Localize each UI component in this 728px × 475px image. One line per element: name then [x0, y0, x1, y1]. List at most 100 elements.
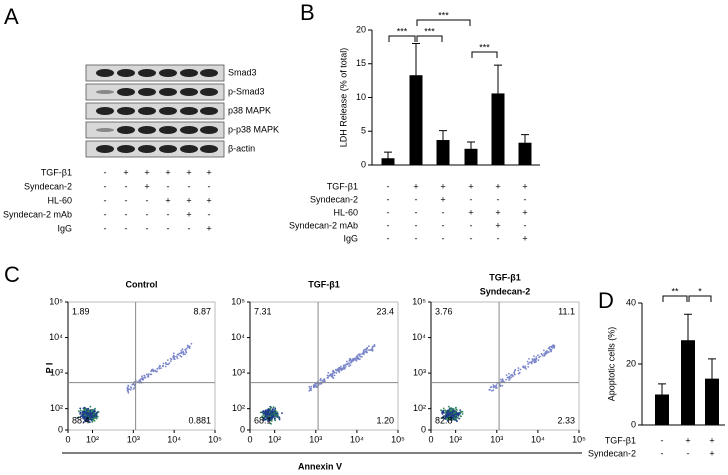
condition-sign: -: [415, 220, 418, 230]
condition-sign: -: [125, 181, 128, 191]
event-dot: [355, 356, 358, 358]
event-dot: [308, 389, 311, 392]
condition-sign: +: [495, 220, 500, 230]
y-tick-label: 20: [626, 358, 636, 368]
blot-band: [180, 126, 198, 134]
plot-title: Control: [126, 279, 158, 289]
event-dot: [89, 413, 92, 415]
event-dot: [88, 416, 90, 419]
event-dot: [186, 344, 189, 347]
event-dot: [273, 414, 276, 417]
event-dot: [172, 352, 175, 355]
x-tick-label: 10²: [268, 434, 281, 444]
event-dot: [448, 409, 451, 411]
y-tick-label: 10⁵: [49, 296, 63, 306]
x-tick-label: 10⁵: [391, 434, 405, 444]
event-dot: [492, 389, 495, 392]
event-dot: [455, 419, 457, 421]
y-tick-label: 40: [626, 297, 636, 307]
event-dot: [446, 410, 449, 413]
event-dot: [500, 378, 502, 381]
event-dot: [140, 377, 143, 380]
event-dot: [345, 360, 348, 363]
event-dot: [545, 352, 547, 355]
event-dot: [162, 362, 165, 365]
event-dot: [164, 365, 167, 368]
condition-label: TGF-β1: [327, 181, 358, 191]
event-dot: [158, 366, 160, 369]
event-dot: [159, 365, 162, 367]
event-dot: [262, 417, 265, 420]
event-dot: [182, 353, 185, 356]
event-dot: [139, 379, 142, 382]
event-dot: [446, 415, 449, 417]
x-tick-label: 0: [247, 434, 252, 444]
condition-sign: +: [186, 167, 191, 177]
blot-band: [117, 107, 135, 115]
blot-band: [96, 128, 114, 132]
event-dot: [548, 346, 551, 348]
event-dot: [488, 388, 491, 391]
event-dot: [528, 361, 531, 364]
blot-band: [200, 107, 218, 115]
event-dot: [144, 376, 147, 379]
blot-band: [96, 145, 114, 153]
event-dot: [442, 415, 445, 418]
condition-label: Syndecan-2: [588, 448, 636, 458]
event-dot: [184, 348, 187, 351]
condition-label: Syndecan-2: [310, 194, 358, 204]
condition-sign: -: [524, 220, 527, 230]
bar: [409, 75, 423, 165]
panel-label: A: [4, 4, 19, 29]
event-dot: [537, 354, 539, 357]
condition-sign: +: [206, 167, 211, 177]
significance-label: ***: [424, 26, 435, 36]
event-dot: [455, 406, 457, 409]
event-dot: [270, 419, 273, 422]
event-dot: [274, 419, 277, 422]
quadrant-value: 0.881: [188, 415, 211, 425]
condition-sign: -: [208, 181, 211, 191]
x-tick-label: 10⁵: [572, 434, 586, 444]
condition-sign: -: [661, 435, 664, 445]
event-dot: [130, 387, 133, 389]
y-tick-label: 5: [361, 126, 366, 136]
event-dot: [127, 385, 130, 387]
x-tick-label: 10³: [127, 434, 140, 444]
condition-sign: +: [522, 207, 527, 217]
condition-sign: -: [146, 195, 149, 205]
event-dot: [370, 349, 373, 351]
condition-label: Syndecan-2: [24, 181, 72, 191]
event-dot: [492, 384, 495, 386]
event-dot: [271, 409, 273, 412]
event-dot: [89, 418, 92, 421]
condition-sign: -: [188, 181, 191, 191]
event-dot: [443, 411, 445, 414]
event-dot: [450, 415, 453, 418]
condition-sign: -: [442, 207, 445, 217]
event-dot: [449, 417, 452, 420]
event-dot: [261, 411, 264, 414]
x-tick-label: 10³: [490, 434, 503, 444]
event-dot: [354, 358, 356, 361]
event-dot: [85, 409, 88, 412]
condition-sign: -: [687, 448, 690, 458]
event-dot: [79, 409, 82, 412]
event-dot: [364, 348, 367, 351]
blot-band: [200, 69, 218, 77]
blot-band: [117, 88, 135, 96]
y-tick-label: 10³: [232, 367, 245, 377]
event-dot: [262, 419, 265, 422]
blot-band: [138, 126, 156, 134]
error-bar: [467, 141, 475, 157]
event-dot: [459, 415, 462, 418]
condition-sign: -: [387, 233, 390, 243]
event-dot: [461, 413, 464, 415]
event-dot: [527, 363, 529, 365]
event-dot: [446, 417, 448, 420]
event-dot: [190, 342, 193, 345]
event-dot: [259, 411, 262, 414]
event-dot: [132, 383, 135, 385]
event-dot: [145, 373, 148, 376]
event-dot: [455, 414, 457, 417]
